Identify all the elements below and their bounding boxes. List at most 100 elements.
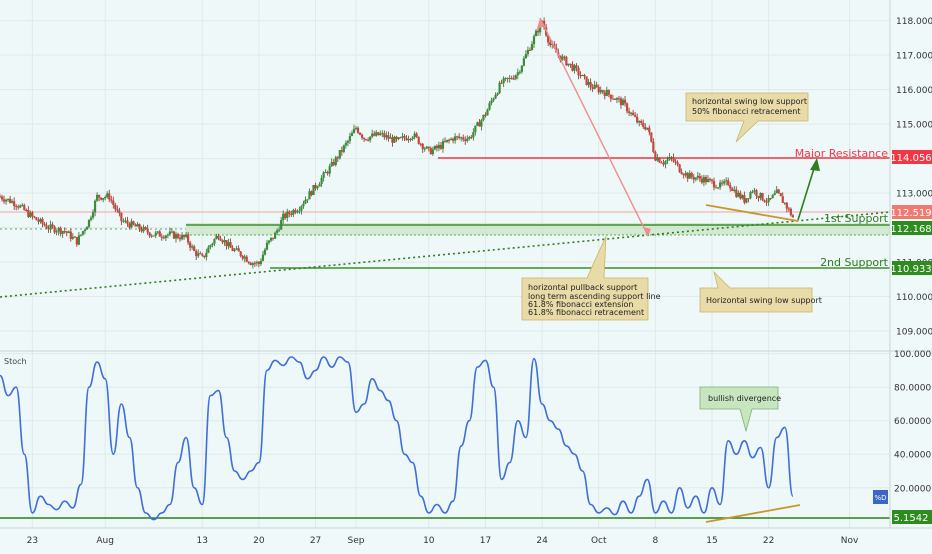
candle-body — [130, 221, 133, 228]
support-zone — [186, 223, 890, 235]
candle-body — [89, 217, 93, 220]
candle-body — [39, 218, 42, 222]
candle-body — [43, 223, 46, 226]
second-support-label: 2nd Support — [820, 256, 889, 269]
candle-body — [395, 136, 398, 140]
candle-body — [326, 172, 329, 174]
candle-body — [528, 49, 532, 51]
candle-body — [25, 209, 28, 211]
candle-body — [318, 184, 321, 187]
candle-body — [294, 210, 297, 213]
candle-body — [769, 198, 772, 200]
divergence-note-callout: bullish divergence — [699, 386, 781, 433]
candle-body — [217, 235, 220, 239]
candle-body — [672, 157, 675, 162]
candle-body — [207, 247, 210, 253]
candle-body — [447, 139, 451, 141]
first-support-note-line-2: long term ascending support line — [528, 292, 661, 301]
candle-body — [65, 231, 68, 233]
candle-body — [142, 227, 145, 232]
candle-body — [504, 77, 507, 79]
candle-body — [316, 186, 319, 189]
price-tick-label: 117.000 — [896, 52, 932, 62]
candle-body — [617, 98, 621, 100]
candle-body — [342, 145, 345, 152]
candle-body — [625, 103, 629, 112]
first-support-badge: 112.168 — [890, 221, 932, 235]
candle-body — [290, 214, 293, 216]
candle-body — [15, 205, 18, 207]
candle-body — [759, 192, 762, 198]
major-resistance-badge: 114.056 — [890, 150, 932, 164]
candle-body — [385, 135, 388, 138]
time-tick-label: 23 — [27, 536, 38, 546]
candle-body — [690, 173, 693, 177]
candle-body — [704, 177, 708, 183]
candle-body — [787, 208, 790, 210]
candle-body — [251, 263, 254, 266]
candle-body — [419, 143, 422, 145]
candle-body — [470, 137, 473, 139]
candle-body — [81, 231, 85, 235]
time-tick-label: 24 — [536, 536, 548, 546]
candle-body — [427, 146, 430, 149]
candle-body — [328, 166, 331, 174]
stoch-badge-label: %D — [874, 494, 886, 502]
candle-body — [714, 187, 718, 189]
candle-body — [172, 231, 176, 239]
candle-body — [11, 201, 14, 203]
candle-body — [536, 30, 540, 33]
candle-body — [755, 190, 758, 197]
candle-body — [182, 234, 186, 237]
time-tick-label: 8 — [652, 536, 658, 546]
candle-body — [304, 199, 307, 204]
candle-body — [334, 157, 337, 165]
candle-body — [702, 177, 706, 183]
candle-body — [577, 68, 580, 76]
candle-body — [721, 182, 724, 184]
candle-body — [187, 234, 190, 243]
candle-body — [114, 204, 117, 210]
candle-body — [330, 161, 333, 167]
candle-body — [393, 136, 396, 143]
candle-body — [306, 199, 309, 201]
candle-body — [253, 263, 256, 265]
candle-body — [674, 161, 677, 163]
candle-body — [235, 248, 238, 250]
candle-body — [718, 182, 722, 188]
first-support-note-line-1: horizontal pullback support — [528, 283, 637, 292]
candle-body — [662, 163, 665, 165]
price-tick-label: 113.000 — [896, 190, 932, 200]
second-support-value: 110.933 — [890, 264, 931, 275]
candle-body — [530, 44, 534, 51]
candle-body — [71, 236, 74, 239]
candle-body — [454, 136, 457, 141]
candle-body — [502, 78, 505, 83]
time-tick-label: 15 — [706, 536, 717, 546]
candle-body — [747, 198, 750, 200]
time-tick-label: Sep — [348, 536, 365, 546]
candle-body — [664, 161, 667, 165]
candle-body — [563, 56, 566, 58]
candle-body — [613, 98, 617, 100]
candle-body — [132, 221, 135, 225]
candle-body — [413, 133, 416, 138]
candle-body — [233, 249, 236, 251]
candle-body — [482, 114, 485, 121]
candle-body — [213, 239, 216, 244]
time-tick-label: 20 — [253, 536, 265, 546]
candle-body — [642, 123, 645, 127]
candle-body — [280, 220, 283, 230]
candle-body — [656, 158, 659, 161]
candle-body — [59, 227, 62, 234]
candle-body — [257, 262, 261, 265]
current-price-badge: 112.519 — [890, 205, 932, 219]
candle-body — [55, 231, 58, 233]
candle-body — [678, 164, 681, 173]
candle-body — [431, 149, 434, 155]
candle-body — [484, 114, 487, 116]
candle-body — [472, 132, 475, 138]
price-tick-label: 110.000 — [896, 293, 932, 303]
candle-body — [646, 127, 649, 130]
candle-body — [686, 172, 689, 179]
